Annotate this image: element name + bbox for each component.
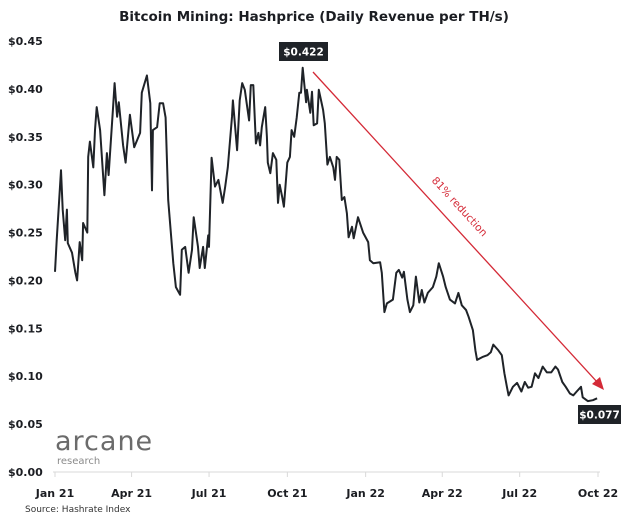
source-note: Source: Hashrate Index: [25, 505, 131, 515]
x-tick-label: Oct 21: [267, 487, 307, 500]
y-tick-label: $0.40: [8, 83, 43, 96]
x-tick-label: Jul 22: [501, 487, 537, 500]
y-tick-label: $0.00: [8, 466, 43, 479]
trend-arrow-head: [592, 377, 604, 390]
x-tick-label: Jul 21: [191, 487, 227, 500]
peak-label: $0.422: [283, 47, 324, 59]
y-tick-label: $0.10: [8, 370, 43, 383]
y-tick-label: $0.05: [8, 418, 43, 431]
x-tick-label: Apr 21: [111, 487, 152, 500]
y-tick-label: $0.15: [8, 322, 43, 335]
x-tick-label: Oct 22: [578, 487, 618, 500]
arcane-logo: arcane research: [55, 426, 153, 467]
y-axis: $0.00 $0.05 $0.10 $0.15 $0.20 $0.25 $0.30 $0.35…: [8, 35, 43, 479]
chart-title: Bitcoin Mining: Hashprice (Daily Revenue…: [119, 9, 509, 25]
y-tick-label: $0.25: [8, 227, 43, 240]
y-tick-label: $0.35: [8, 131, 43, 144]
logo-subtext: research: [57, 456, 100, 467]
x-tick-label: Jan 22: [345, 487, 384, 500]
peak-label-box: [279, 42, 328, 61]
x-tick-label: Jan 21: [35, 487, 74, 500]
peak-annotation: $0.422: [279, 42, 328, 61]
x-tick-label: Apr 22: [422, 487, 463, 500]
hashprice-series-line: [54, 66, 598, 403]
trend-arrow-line: [312, 71, 599, 384]
x-axis: Jan 21 Apr 21 Jul 21 Oct 21 Jan 22 Apr 22 Jul …: [35, 471, 618, 500]
last-annotation: $0.077: [578, 405, 621, 424]
y-tick-label: $0.45: [8, 35, 43, 48]
logo-text: arcane: [55, 426, 153, 457]
trend-label: 81% reduction: [429, 175, 489, 239]
last-label: $0.077: [579, 410, 620, 422]
trend-arrow: 81% reduction: [312, 71, 604, 390]
y-tick-label: $0.30: [8, 179, 43, 192]
y-tick-label: $0.20: [8, 274, 43, 287]
last-label-box: [578, 405, 621, 424]
